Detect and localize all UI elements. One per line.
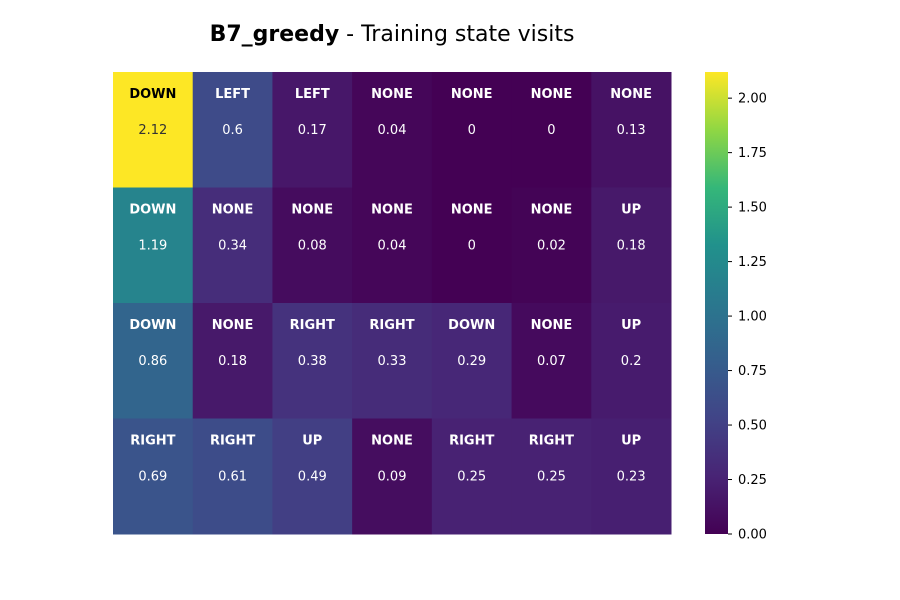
cell-value-label: 0.18 <box>617 239 646 254</box>
heatmap-cell <box>192 72 273 188</box>
cell-value-label: 0.2 <box>621 354 642 369</box>
heatmap-cell <box>352 187 433 304</box>
cell-value-label: 0 <box>468 123 476 138</box>
cell-action-label: DOWN <box>448 318 495 333</box>
colorbar-tick-label: 2.00 <box>738 92 767 107</box>
cell-value-label: 0.17 <box>298 123 327 138</box>
cell-value-label: 0.61 <box>218 470 247 485</box>
cell-action-label: LEFT <box>215 87 250 102</box>
cell-value-label: 0.49 <box>298 470 327 485</box>
heatmap-cell <box>431 72 513 188</box>
cell-action-label: UP <box>621 203 641 218</box>
cell-action-label: NONE <box>610 87 652 102</box>
cell-action-label: DOWN <box>129 318 176 333</box>
heatmap-cell <box>431 418 513 535</box>
cell-value-label: 0.29 <box>457 354 486 369</box>
cell-action-label: DOWN <box>129 87 176 102</box>
cell-value-label: 0 <box>547 123 555 138</box>
heatmap-cell <box>511 72 592 188</box>
cell-value-label: 0.25 <box>537 470 566 485</box>
cell-action-label: NONE <box>291 203 333 218</box>
chart-title: B7_greedy - Training state visits <box>0 22 784 47</box>
cell-value-label: 0.69 <box>138 470 167 485</box>
heatmap-cell <box>511 418 592 535</box>
cell-action-label: RIGHT <box>369 318 414 333</box>
colorbar-tick-label: 1.50 <box>738 201 767 216</box>
cell-value-label: 0.6 <box>222 123 243 138</box>
cell-action-label: NONE <box>212 318 254 333</box>
heatmap-cell <box>511 187 592 304</box>
cell-action-label: NONE <box>371 434 413 449</box>
cell-value-label: 0.25 <box>457 470 486 485</box>
heatmap-cell <box>352 418 433 535</box>
colorbar <box>705 72 728 534</box>
heatmap-cell <box>113 187 194 304</box>
cell-value-label: 1.19 <box>138 239 167 254</box>
cell-action-label: NONE <box>451 203 493 218</box>
cell-action-label: RIGHT <box>529 434 574 449</box>
colorbar-tick-label: 0.00 <box>738 528 767 543</box>
cell-value-label: 0.23 <box>617 470 646 485</box>
cell-action-label: UP <box>621 318 641 333</box>
heatmap-cell <box>352 72 433 188</box>
heatmap-cell <box>511 303 592 419</box>
cell-value-label: 0.08 <box>298 239 327 254</box>
cell-value-label: 0.07 <box>537 354 566 369</box>
chart-title-bold: B7_greedy <box>209 22 340 47</box>
chart-title-rest: - Training state visits <box>339 22 575 47</box>
cell-action-label: UP <box>621 434 641 449</box>
heatmap-cell <box>192 187 273 304</box>
cell-action-label: NONE <box>531 203 573 218</box>
cell-action-label: RIGHT <box>449 434 494 449</box>
cell-value-label: 2.12 <box>138 123 167 138</box>
colorbar-tick-label: 0.50 <box>738 419 767 434</box>
cell-value-label: 0.04 <box>378 239 407 254</box>
cell-action-label: NONE <box>531 87 573 102</box>
cell-value-label: 0.04 <box>378 123 407 138</box>
cell-action-label: NONE <box>451 87 493 102</box>
colorbar-tick-label: 0.75 <box>738 364 767 379</box>
cell-action-label: RIGHT <box>290 318 335 333</box>
cell-value-label: 0.09 <box>378 470 407 485</box>
cell-action-label: NONE <box>371 203 413 218</box>
cell-action-label: UP <box>302 434 322 449</box>
heatmap-cell <box>272 418 353 535</box>
heatmap-cell <box>272 303 353 419</box>
cell-value-label: 0.13 <box>617 123 646 138</box>
cell-action-label: NONE <box>371 87 413 102</box>
cell-value-label: 0 <box>468 239 476 254</box>
cell-action-label: NONE <box>531 318 573 333</box>
cell-value-label: 0.38 <box>298 354 327 369</box>
heatmap-cell <box>192 418 273 535</box>
cell-action-label: DOWN <box>129 203 176 218</box>
heatmap-cell <box>591 72 672 188</box>
cell-action-label: LEFT <box>295 87 330 102</box>
heatmap-cell <box>431 303 513 419</box>
cell-value-label: 0.86 <box>138 354 167 369</box>
heatmap-cell <box>352 303 433 419</box>
heatmap-cell <box>591 303 672 419</box>
heatmap-cell <box>431 187 513 304</box>
heatmap-cell <box>591 187 672 304</box>
cell-value-label: 0.34 <box>218 239 247 254</box>
heatmap-cell <box>272 187 353 304</box>
colorbar-tick-label: 1.25 <box>738 255 767 270</box>
heatmap-cell <box>192 303 273 419</box>
cell-value-label: 0.02 <box>537 239 566 254</box>
heatmap-cell <box>272 72 353 188</box>
colorbar-tick-label: 1.00 <box>738 310 767 325</box>
colorbar-tick-label: 1.75 <box>738 146 767 161</box>
cell-action-label: RIGHT <box>130 434 175 449</box>
colorbar-tick-label: 0.25 <box>738 473 767 488</box>
cell-action-label: NONE <box>212 203 254 218</box>
cell-value-label: 0.18 <box>218 354 247 369</box>
heatmap-cell <box>591 418 672 535</box>
cell-value-label: 0.33 <box>378 354 407 369</box>
heatmap-cell <box>113 418 194 535</box>
heatmap-cell <box>113 303 194 419</box>
cell-action-label: RIGHT <box>210 434 255 449</box>
heatmap-cell <box>113 72 194 188</box>
